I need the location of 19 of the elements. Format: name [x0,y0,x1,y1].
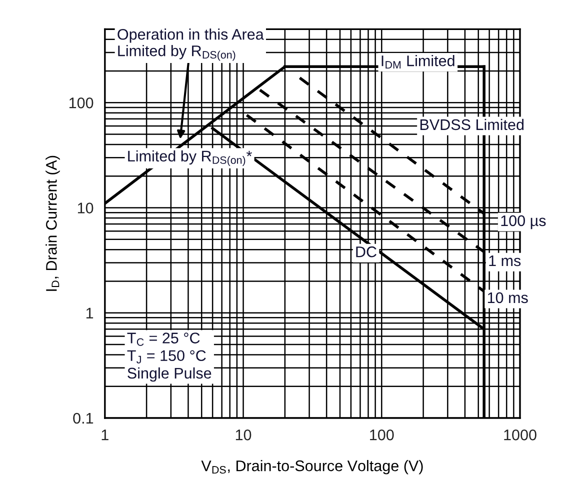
series-label: 10 ms [488,292,528,304]
x-tick-label: 10 [236,430,252,440]
series-label: DC [356,246,376,258]
x-tick-label: 1000 [504,430,536,440]
series-label: I$_{DM}$ Limited [382,55,454,69]
y-tick-label: 0.1 [73,412,94,424]
series-label: 1 ms [489,256,521,266]
series-label: 100 µs [501,215,546,230]
x-tick-label: 100 [370,430,394,440]
x-axis-title: V$_{DS}$, Drain-to-Source Voltage (V) [201,460,423,474]
y-tick-label: 1 [86,308,94,318]
series-label: BVDSS Limited [420,118,524,130]
y-axis-title: I$_{D}$, Drain Current (A) [46,156,60,291]
annotation: Limited by R$_{DS(on)}$* [128,150,252,166]
y-tick-label: 10 [78,202,94,214]
y-tick-label: 100 [69,98,94,108]
annotation: T$_{C}$ = 25 °C T$_{J}$ = 150 °C Single Pulse [127,332,212,382]
annotation: Operation in this Area Limited by R$_{DS(on)}$ [118,28,264,61]
x-tick-label: 1 [102,430,108,440]
